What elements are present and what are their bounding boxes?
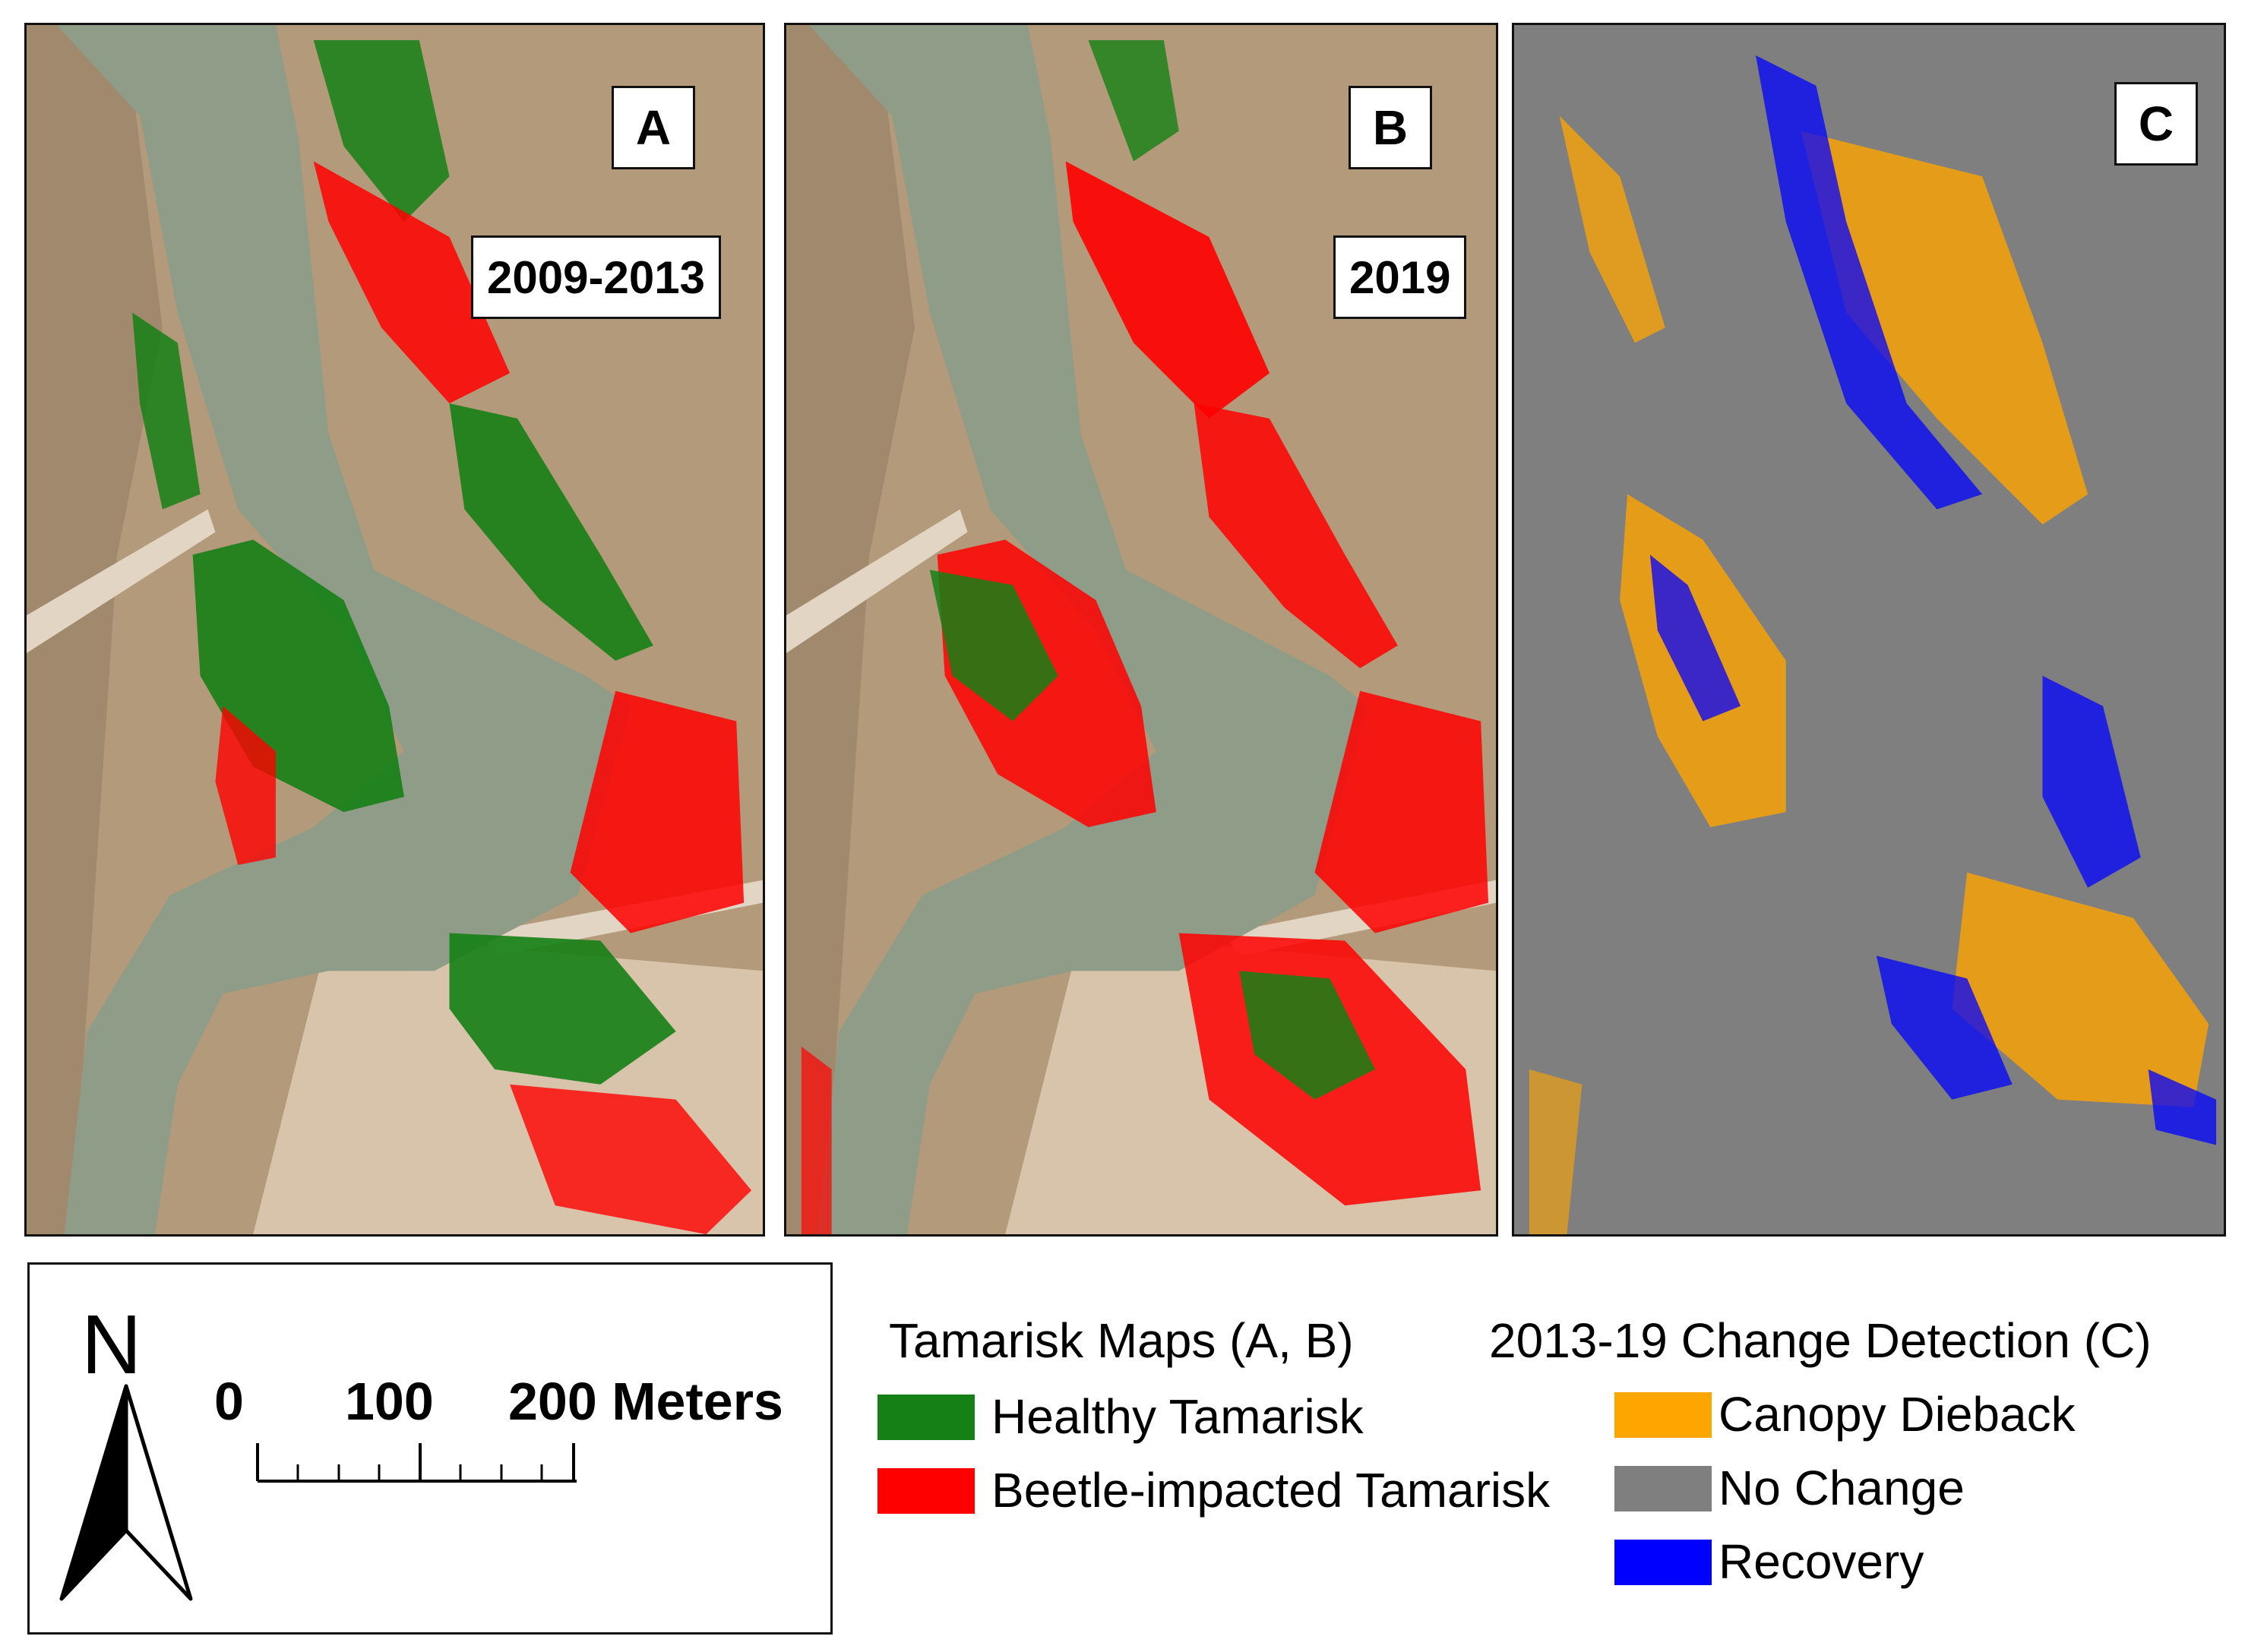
panel-label-a: A (612, 86, 695, 169)
satellite-imagery-a (27, 25, 763, 1234)
period-label-a: 2009-2013 (471, 235, 721, 319)
period-label-b: 2019 (1333, 235, 1467, 319)
canopy-dieback-areas (1529, 115, 2209, 1234)
scale-tick-200-meters: 200 Meters (508, 1372, 783, 1431)
north-arrow-icon (59, 1384, 193, 1601)
north-label: N (81, 1298, 142, 1391)
legend-label-recovery: Recovery (1719, 1534, 1924, 1589)
beetle-impacted-patches (215, 161, 752, 1234)
legend-label-beetle-impacted: Beetle-impacted Tamarisk (991, 1463, 1551, 1518)
legend-swatch-recovery (1614, 1540, 1712, 1585)
satellite-imagery-b (786, 25, 1496, 1234)
legend-swatch-healthy (877, 1395, 975, 1440)
map-panel-c: C (1512, 23, 2226, 1237)
legend-label-healthy: Healthy Tamarisk (991, 1389, 1364, 1444)
scale-tick-100: 100 (345, 1372, 434, 1431)
scale-north-box: N 0 100 200 Meters (27, 1262, 833, 1635)
panel-label-c: C (2114, 82, 2198, 166)
map-panel-a: A 2009-2013 (24, 23, 765, 1237)
legend-swatch-beetle-impacted (877, 1468, 975, 1514)
panel-label-b: B (1349, 86, 1432, 169)
map-panel-b: B 2019 (784, 23, 1498, 1237)
legend-swatch-canopy-dieback (1614, 1392, 1712, 1438)
legend-label-no-change: No Change (1719, 1461, 1965, 1515)
recovery-areas (1649, 55, 2217, 1145)
legend-maps-title: Tamarisk Maps (A, B) (889, 1313, 1354, 1368)
change-detection-map (1529, 55, 2217, 1234)
legend-change-title: 2013-19 Change Detection (C) (1489, 1313, 2152, 1368)
legend-swatch-no-change (1614, 1466, 1712, 1511)
healthy-tamarisk-patches (929, 39, 1376, 1100)
scale-bar (256, 1443, 577, 1483)
legend-label-canopy-dieback: Canopy Dieback (1719, 1387, 2076, 1442)
scale-tick-0: 0 (214, 1372, 244, 1431)
